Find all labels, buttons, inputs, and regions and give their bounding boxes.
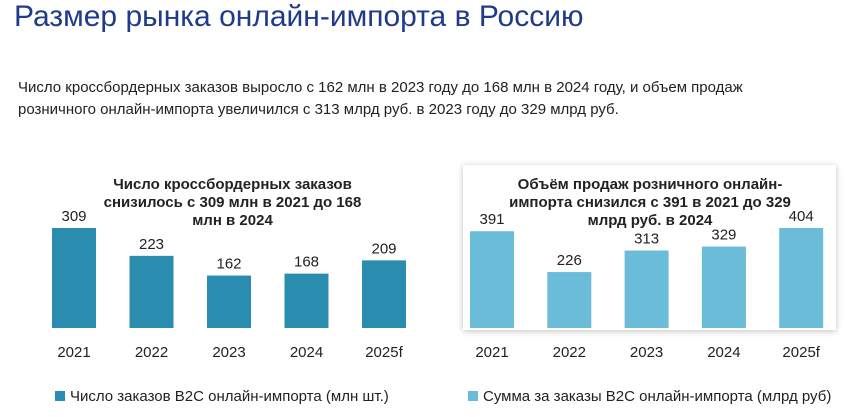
x-tick-label: 2021 bbox=[475, 344, 508, 361]
data-label: 309 bbox=[61, 208, 86, 225]
page-title: Размер рынка онлайн-импорта в Россию bbox=[14, 0, 584, 33]
data-label: 313 bbox=[634, 230, 659, 247]
legend-label: Число заказов B2C онлайн-импорта (млн шт… bbox=[70, 388, 389, 405]
bar bbox=[52, 228, 96, 328]
bar bbox=[624, 250, 669, 328]
x-tick-label: 2022 bbox=[135, 344, 168, 361]
bar bbox=[129, 255, 174, 328]
summary-text: Число кроссбордерных заказов выросло с 1… bbox=[18, 79, 743, 118]
data-label: 168 bbox=[294, 254, 319, 271]
legend-swatch bbox=[55, 391, 65, 401]
data-label: 329 bbox=[711, 227, 736, 244]
chart-title: Число кроссбордерных заказов снизилось с… bbox=[103, 176, 362, 229]
data-label: 209 bbox=[371, 240, 396, 257]
x-tick-label: 2024 bbox=[290, 344, 323, 361]
bar bbox=[207, 275, 251, 328]
data-label: 162 bbox=[216, 256, 241, 273]
bar bbox=[362, 260, 406, 328]
x-tick-label: 2021 bbox=[57, 344, 90, 361]
bar bbox=[701, 246, 746, 328]
x-tick-label: 2024 bbox=[707, 344, 740, 361]
x-tick-label: 2023 bbox=[630, 344, 663, 361]
bar bbox=[547, 272, 592, 328]
bar bbox=[284, 273, 329, 328]
legend-label: Сумма за заказы B2C онлайн-импорта (млрд… bbox=[483, 388, 831, 405]
x-tick-label: 2025f bbox=[365, 344, 403, 361]
chart-title: Объём продаж розничного онлайн-импорта с… bbox=[509, 176, 791, 229]
x-tick-label: 2023 bbox=[212, 344, 245, 361]
bar bbox=[779, 228, 824, 328]
data-label: 404 bbox=[789, 208, 814, 225]
data-label: 391 bbox=[479, 211, 504, 228]
x-tick-label: 2022 bbox=[553, 344, 586, 361]
legend-swatch bbox=[468, 391, 478, 401]
data-label: 226 bbox=[557, 252, 582, 269]
data-label: 223 bbox=[139, 236, 164, 253]
x-tick-label: 2025f bbox=[782, 344, 820, 361]
bar bbox=[470, 231, 514, 328]
